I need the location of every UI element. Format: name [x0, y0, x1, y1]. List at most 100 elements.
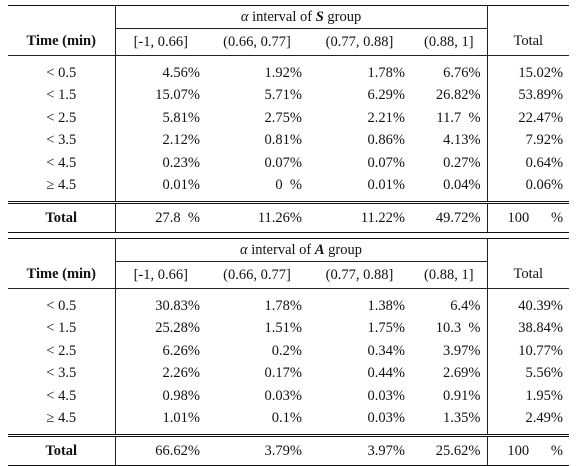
total-header-spacer — [486, 5, 570, 29]
header-row-2: Time (min) [-1, 0.66] (0.66, 0.77] (0.77… — [8, 261, 570, 289]
grand-total-cell: 100 % — [486, 202, 570, 233]
total-value-cell: 27.8 % — [115, 202, 206, 233]
value-cell: 0.03% — [308, 407, 411, 437]
value-cell: 0.34% — [367, 342, 405, 359]
total-value-cell: 49.72% — [411, 202, 488, 233]
value-cell: 30.83% — [115, 288, 206, 318]
total-cell: 15.02% — [486, 55, 570, 85]
value-cell: 3.97% — [443, 342, 481, 359]
value-cell: 0.01% — [308, 174, 411, 204]
value-cell: 25.28% — [155, 320, 200, 337]
interval-title-prefix: interval of — [252, 8, 313, 25]
value-cell: 15.07% — [155, 87, 200, 104]
table-row: < 2.5 5.81% 2.75% 2.21% 11.7 % 22.47% — [8, 107, 570, 130]
group-label: A — [314, 241, 325, 258]
table-row: < 2.5 6.26% 0.2% 0.34% 3.97% 10.77% — [8, 340, 570, 363]
group-suffix: group — [328, 241, 363, 258]
value-cell: 6.26% — [162, 342, 200, 359]
value-cell: 2.75% — [264, 109, 302, 126]
table-row: < 0.5 30.83% 1.78% 1.38% 6.4% 40.39% — [8, 288, 570, 318]
value-cell: 0 % — [206, 174, 308, 204]
value-cell: 1.78% — [308, 55, 411, 85]
alpha-symbol: α — [240, 241, 248, 258]
value-cell: 0.03% — [367, 387, 405, 404]
table-row: ≥ 4.5 0.01% 0 % 0.01% 0.04% 0.06% — [8, 174, 570, 204]
value-cell: 1.01% — [115, 407, 206, 437]
value-cell: 6.4% — [411, 288, 488, 318]
total-header: Total — [486, 28, 570, 56]
header-row-2: Time (min) [-1, 0.66] (0.66, 0.77] (0.77… — [8, 28, 570, 56]
total-header-spacer — [486, 238, 570, 262]
value-cell: 6.76% — [411, 55, 488, 85]
time-cell: < 1.5 — [8, 317, 116, 340]
table-row: < 1.5 25.28% 1.51% 1.75% 10.3 % 38.84% — [8, 317, 570, 340]
value-cell: 1.38% — [308, 288, 411, 318]
time-cell: < 4.5 — [8, 385, 116, 408]
col-header: (0.66, 0.77] — [223, 33, 291, 50]
total-cell: 53.89% — [486, 84, 570, 107]
time-header-spacer — [8, 238, 116, 262]
total-value-cell: 3.97% — [308, 435, 411, 466]
time-header-spacer — [8, 5, 116, 29]
value-cell: 2.12% — [162, 132, 200, 149]
col-header: (0.88, 1] — [424, 33, 474, 50]
total-value-cell: 11.22% — [308, 202, 411, 233]
total-cell: 40.39% — [486, 288, 570, 318]
value-cell: 0.03% — [264, 387, 302, 404]
value-cell: 0.86% — [367, 132, 405, 149]
value-cell: 0.27% — [443, 154, 481, 171]
time-cell: < 1.5 — [8, 84, 116, 107]
a-group-table: α interval of A group Time (min) [-1, 0.… — [8, 238, 570, 466]
total-value-cell: 66.62% — [115, 435, 206, 466]
table-row: < 0.5 4.56% 1.92% 1.78% 6.76% 15.02% — [8, 55, 570, 85]
value-cell: 0.98% — [162, 387, 200, 404]
col-header: (0.77, 0.88] — [325, 266, 394, 283]
value-cell: 5.81% — [162, 109, 200, 126]
group-label: S — [315, 8, 324, 25]
col-header: (0.77, 0.88] — [325, 33, 394, 50]
total-value-cell: 11.26% — [206, 202, 308, 233]
value-cell: 4.13% — [443, 132, 481, 149]
group-suffix: group — [327, 8, 362, 25]
value-cell: 1.75% — [367, 320, 405, 337]
value-cell: 0.04% — [411, 174, 488, 204]
total-cell: 2.49% — [486, 407, 570, 437]
col-header: (0.88, 1] — [423, 266, 474, 283]
total-cell: 7.92% — [486, 129, 570, 152]
col-header: [-1, 0.66] — [133, 266, 188, 283]
table-row: < 4.5 0.98% 0.03% 0.03% 0.91% 1.95% — [8, 385, 570, 408]
table-row: < 3.5 2.26% 0.17% 0.44% 2.69% 5.56% — [8, 362, 570, 385]
interval-title-prefix: interval of — [251, 241, 312, 258]
time-cell: < 3.5 — [8, 129, 116, 152]
total-cell: 0.64% — [486, 152, 570, 175]
total-header: Total — [486, 261, 570, 289]
total-cell: 1.95% — [486, 385, 570, 408]
value-cell: 0.23% — [162, 154, 200, 171]
value-cell: 2.21% — [367, 109, 405, 126]
total-row-label: Total — [8, 202, 116, 233]
header-row-1: α interval of A group — [8, 238, 570, 262]
total-row: Total 66.62% 3.79% 3.97% 25.62% 100 % — [8, 435, 570, 466]
total-row: Total 27.8 % 11.26% 11.22% 49.72% 100 % — [8, 202, 570, 233]
value-cell: 0.81% — [264, 132, 302, 149]
value-cell: 0.91% — [443, 387, 481, 404]
interval-title: α interval of S group — [115, 5, 488, 29]
value-cell: 1.78% — [206, 288, 308, 318]
value-cell: 0.07% — [367, 154, 405, 171]
value-cell: 1.35% — [411, 407, 488, 437]
table-row: ≥ 4.5 1.01% 0.1% 0.03% 1.35% 2.49% — [8, 407, 570, 437]
value-cell: 2.69% — [443, 365, 481, 382]
header-row-1: α interval of S group — [8, 5, 570, 29]
total-cell: 10.77% — [486, 340, 570, 363]
value-cell: 0.01% — [115, 174, 206, 204]
time-cell: < 3.5 — [8, 362, 116, 385]
time-header: Time (min) — [8, 261, 116, 289]
total-cell: 38.84% — [486, 317, 570, 340]
value-cell: 6.29% — [367, 87, 405, 104]
table-row: < 1.5 15.07% 5.71% 6.29% 26.82% 53.89% — [8, 84, 570, 107]
value-cell: 0.44% — [367, 365, 405, 382]
alpha-symbol: α — [240, 8, 249, 25]
total-cell: 5.56% — [486, 362, 570, 385]
s-group-table: α interval of S group Time (min) [-1, 0.… — [8, 5, 570, 233]
col-header: (0.66, 0.77] — [223, 266, 291, 283]
